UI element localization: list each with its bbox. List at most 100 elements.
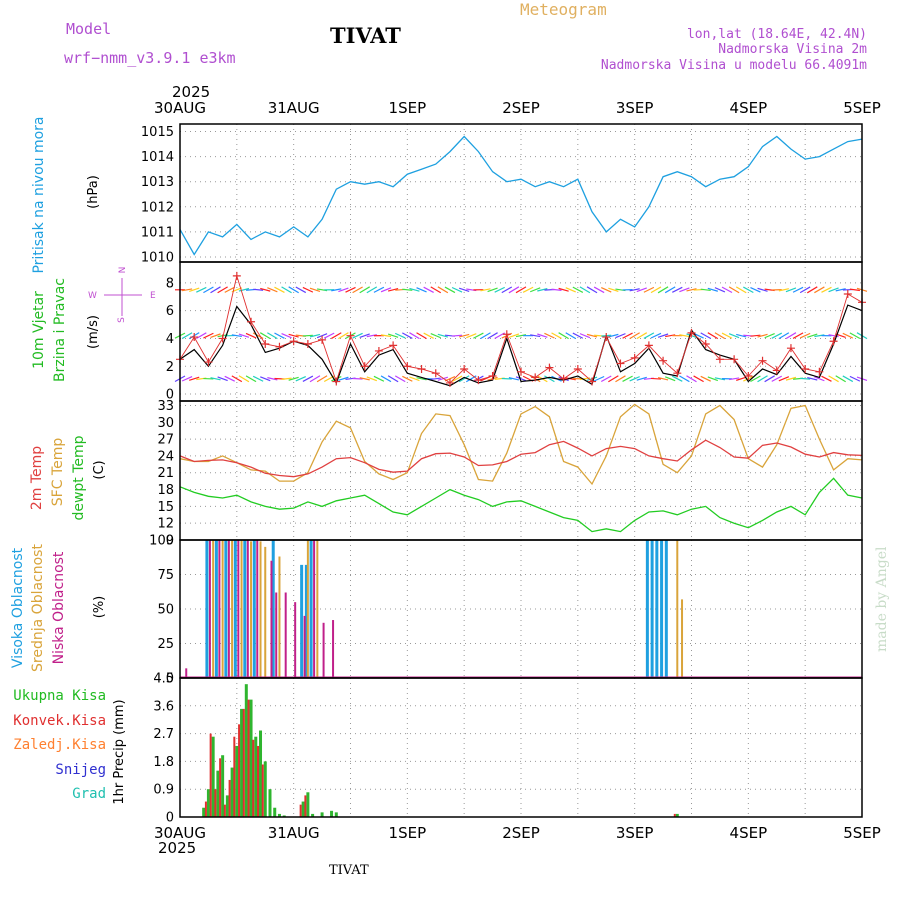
dewpoint-line (179, 477, 863, 533)
y-tick-label: 75 (157, 568, 174, 583)
precip-total-bar (311, 813, 315, 817)
y-tick-label: 18 (157, 483, 174, 498)
wind-direction-arrow (501, 286, 513, 294)
cloud-label-high: Visoka Oblacnost (10, 547, 26, 668)
wind-direction-arrow (714, 332, 726, 340)
wind-direction-arrow (437, 286, 449, 294)
precip-conv-bar (299, 804, 302, 817)
bottom-date-tick: 2SEP (502, 824, 540, 842)
wind-direction-arrow (750, 334, 761, 337)
wind-direction-arrow (409, 332, 420, 340)
wind-rose-w: W (88, 291, 97, 301)
wind-direction-arrow (281, 333, 292, 339)
wind-direction-arrow (835, 375, 846, 383)
y-tick-label: 0 (166, 388, 174, 403)
bottom-date-tick: 3SEP (616, 824, 654, 842)
wind-direction-arrow (707, 332, 719, 340)
wind-direction-arrow (487, 332, 498, 340)
wind-direction-arrow (402, 288, 413, 291)
wind-direction-arrow (693, 375, 704, 383)
wind-direction-arrow (366, 286, 378, 294)
wind-direction-arrow (387, 375, 399, 383)
wind-direction-arrow (565, 287, 576, 293)
wind-label-2: Brzina i Pravac (52, 278, 68, 382)
wind-direction-arrow (686, 375, 697, 383)
wind-direction-arrow (373, 375, 385, 382)
wind-direction-arrow (302, 334, 313, 337)
wind-direction-arrow (267, 332, 278, 340)
wind-direction-arrow (331, 288, 342, 292)
wind-direction-arrow (189, 376, 200, 381)
wind-direction-arrow (267, 287, 278, 293)
y-tick-label: 1013 (141, 175, 174, 190)
precip-total-bar (202, 807, 206, 817)
precip-conv-bar (261, 764, 264, 817)
wind-direction-arrow (338, 376, 349, 381)
altitude-label: Nadmorska Visina 2m (718, 42, 867, 57)
y-tick-label: 2 (166, 360, 174, 375)
bottom-date-tick: 4SEP (730, 824, 768, 842)
y-tick-label: 0 (166, 672, 174, 687)
wind-direction-arrow (849, 288, 860, 292)
wind-direction-arrow (814, 376, 825, 382)
temp-label-2m: 2m Temp (29, 446, 45, 510)
wind-direction-arrow (785, 332, 797, 340)
cloud-label-low: Niska Oblacnost (51, 551, 67, 664)
footer-station: TIVAT (329, 863, 369, 878)
wind-direction-arrow (196, 286, 207, 293)
y-tick-label: 12 (157, 517, 174, 532)
temp-unit: (C) (92, 460, 107, 479)
wind-direction-arrow (245, 375, 257, 383)
wind-rose-icon: N W E S (88, 267, 156, 323)
wind-direction-arrow (231, 375, 243, 383)
wind-direction-arrow (615, 333, 626, 339)
wind-direction-arrow (800, 377, 811, 380)
wind-direction-arrow (430, 286, 442, 294)
wind-gust-line (179, 274, 863, 384)
wind-direction-arrow (657, 333, 669, 338)
coords-label: lon,lat (18.64E, 42.4N) (687, 27, 867, 42)
wind-direction-arrow (785, 376, 797, 381)
precip-legend-frz: Zaledj.Kisa (13, 737, 106, 753)
wind-direction-arrow (281, 286, 292, 294)
precip-conv-bar (238, 724, 241, 817)
wind-direction-arrow (700, 288, 711, 292)
wind-direction-arrow (664, 376, 676, 382)
wind-direction-arrow (565, 377, 576, 381)
wind-direction-arrow (330, 332, 342, 340)
wind-direction-arrow (210, 333, 221, 339)
precip-total-bar (230, 767, 234, 817)
y-axis-ticks: 1010101110121013101410150246891215182124… (141, 125, 174, 825)
wind-direction-arrow (452, 334, 463, 337)
wind-direction-arrow (203, 332, 214, 339)
temp-label-dewpt: dewpt Temp (71, 435, 87, 520)
top-date-tick: 2SEP (502, 99, 540, 117)
wind-direction-arrow (679, 375, 690, 383)
precip-legend-conv: Konvek.Kisa (13, 713, 106, 729)
precip-total-bar (320, 812, 324, 817)
wind-direction-arrow (608, 287, 619, 292)
precip-unit: 1hr Precip (mm) (112, 699, 127, 804)
y-tick-label: 9 (166, 534, 174, 549)
precip-total-bar (282, 815, 286, 817)
wind-rose-s: S (117, 317, 127, 323)
wind-direction-arrow (807, 333, 818, 338)
wind-direction-arrow (267, 377, 278, 381)
wind-direction-arrow (359, 286, 371, 294)
wind-direction-arrow (721, 286, 733, 294)
model-label: Model (66, 20, 111, 38)
wind-direction-arrow (459, 333, 470, 338)
wind-direction-arrow (260, 287, 271, 292)
wind-direction-arrow (537, 288, 548, 292)
precip-conv-bar (257, 745, 260, 817)
wind-direction-arrow (253, 288, 264, 291)
wind-direction-arrow (736, 333, 747, 338)
wind-direction-arrow (622, 375, 633, 382)
wind-direction-arrow (558, 332, 569, 340)
y-tick-label: 1.8 (153, 755, 174, 770)
wind-direction-arrow (288, 376, 299, 381)
wind-direction-arrow (700, 332, 712, 339)
wind-direction-arrow (402, 332, 413, 339)
cloud-label-mid: Srednja Oblacnost (30, 544, 46, 672)
